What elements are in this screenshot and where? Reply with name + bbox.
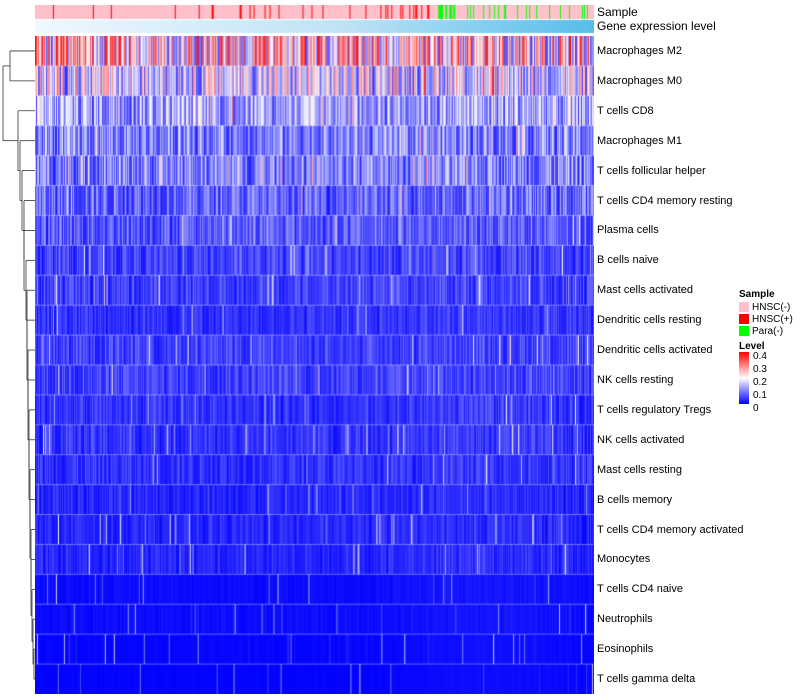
legend-item-label: HNSC(-) xyxy=(752,301,791,313)
row-label: Eosinophils xyxy=(597,643,654,656)
row-label: Neutrophils xyxy=(597,613,653,626)
level-tick: 0.2 xyxy=(753,377,767,388)
row-label: Macrophages M1 xyxy=(597,134,682,147)
row-label: Mast cells activated xyxy=(597,284,693,297)
level-colorbar: 0.4 0.3 0.2 0.1 0 xyxy=(739,351,793,414)
legend-item-para-neg: Para(-) xyxy=(739,325,793,337)
row-label: Macrophages M0 xyxy=(597,74,682,87)
row-label: T cells CD8 xyxy=(597,104,654,117)
legend-swatch xyxy=(739,302,749,312)
level-gradient xyxy=(739,352,749,404)
legend-item-hnsc-pos: HNSC(+) xyxy=(739,313,793,325)
row-label: T cells CD4 naive xyxy=(597,583,683,596)
row-label: NK cells resting xyxy=(597,373,674,386)
row-label: Dendritic cells activated xyxy=(597,344,713,357)
row-label: T cells CD4 memory resting xyxy=(597,194,733,207)
annotation-label-sample: Sample xyxy=(597,5,638,19)
annotation-label-level: Gene expression level xyxy=(597,19,716,33)
legend-level-title: Level xyxy=(739,341,765,352)
legend: Sample HNSC(-) HNSC(+) Para(-) Level 0.4… xyxy=(739,289,793,414)
row-label: T cells follicular helper xyxy=(597,164,706,177)
row-label: T cells regulatory Tregs xyxy=(597,403,712,416)
row-label: B cells naive xyxy=(597,254,659,267)
legend-item-label: Para(-) xyxy=(752,325,784,337)
row-label: NK cells activated xyxy=(597,433,685,446)
row-label: Dendritic cells resting xyxy=(597,314,702,327)
legend-swatch xyxy=(739,314,749,324)
level-tick: 0.3 xyxy=(753,364,767,375)
legend-sample-title: Sample xyxy=(739,289,775,300)
sample-annotation-bars xyxy=(35,5,594,35)
row-label: T cells CD4 memory activated xyxy=(597,523,744,536)
row-label: Macrophages M2 xyxy=(597,44,682,57)
row-label: Mast cells resting xyxy=(597,463,682,476)
level-tick: 0.4 xyxy=(753,351,767,362)
row-dendrogram xyxy=(2,50,35,680)
level-tick: 0 xyxy=(753,403,759,414)
row-label: T cells gamma delta xyxy=(597,673,696,686)
legend-item-label: HNSC(+) xyxy=(752,313,793,325)
row-label: B cells memory xyxy=(597,493,673,506)
heatmap-cells xyxy=(35,36,594,694)
legend-swatch xyxy=(739,326,749,336)
row-label: Plasma cells xyxy=(597,224,659,237)
level-tick: 0.1 xyxy=(753,390,767,401)
row-label: Monocytes xyxy=(597,553,651,566)
legend-item-hnsc-neg: HNSC(-) xyxy=(739,301,793,313)
